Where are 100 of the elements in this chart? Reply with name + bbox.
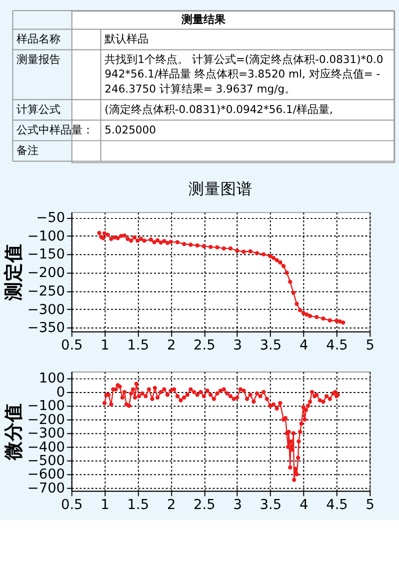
point (268, 254, 272, 258)
y-tick-label: −500 (27, 453, 66, 470)
point (284, 270, 289, 275)
point (278, 260, 282, 264)
x-tick-label: 2 (166, 337, 176, 354)
point (274, 258, 279, 262)
point (152, 240, 156, 244)
x-tick-label: 4.5 (326, 496, 348, 513)
point (301, 310, 306, 316)
x-tick-label: 3.5 (260, 496, 282, 513)
point (208, 244, 213, 250)
y-tick-label: −700 (27, 480, 66, 496)
text: 默认样品 (104, 32, 149, 46)
x-tick-label: 4.5 (326, 337, 348, 354)
point (128, 238, 134, 243)
point (334, 318, 339, 323)
point (188, 242, 193, 247)
point (165, 240, 170, 245)
x-tick-label: 0.5 (60, 337, 83, 354)
point (126, 236, 130, 241)
point (122, 234, 126, 238)
point (158, 240, 163, 245)
point (162, 239, 166, 244)
point (271, 256, 276, 260)
x-tick-label: 0.5 (60, 496, 83, 513)
text: 测量结果 (180, 12, 226, 26)
y-tick-label: −150 (27, 246, 66, 263)
point (138, 236, 144, 241)
point (321, 316, 326, 321)
y-tick-label: −50 (36, 210, 66, 226)
y-tick-label: −200 (27, 412, 66, 428)
point (168, 240, 173, 244)
y-tick-label: −250 (27, 283, 66, 300)
point (106, 232, 110, 237)
point (294, 302, 299, 306)
point (132, 235, 136, 240)
x-tick-label: 4 (300, 337, 308, 354)
x-tick-label: 1.5 (127, 496, 150, 513)
x-tick-label: 1 (100, 337, 110, 354)
y-tick-label: −600 (27, 466, 66, 483)
text: 公式中样品量： (16, 123, 94, 136)
y-tick-label: −100 (27, 228, 66, 244)
point (109, 236, 114, 241)
text: 5.025000 (104, 123, 156, 136)
point (262, 252, 266, 256)
text: 测量报告 (16, 52, 61, 66)
point (288, 280, 292, 284)
point (298, 308, 302, 312)
point (142, 238, 146, 243)
point (155, 238, 160, 242)
point (235, 248, 240, 253)
point (182, 242, 186, 246)
x-tick-label: 3 (233, 337, 242, 354)
x-tick-label: 2 (166, 496, 176, 513)
x-tick-label: 5 (366, 337, 375, 354)
point (328, 318, 332, 322)
x-tick-label: 3 (233, 496, 242, 513)
point (136, 238, 140, 243)
point (304, 312, 309, 317)
point (314, 315, 319, 320)
point (248, 249, 252, 254)
y-tick-label: −100 (27, 398, 66, 414)
point (291, 290, 296, 295)
point (222, 246, 226, 250)
y-tick-label: 100 (38, 370, 66, 387)
x-tick-label: 3.5 (260, 337, 282, 354)
point (308, 314, 312, 318)
text: 备注 (16, 144, 39, 157)
point (102, 231, 107, 236)
x-tick-label: 1.5 (127, 337, 150, 354)
point (97, 230, 102, 236)
point (116, 236, 120, 240)
point (215, 245, 220, 250)
text: 计算公式 (16, 102, 61, 116)
point (341, 320, 346, 325)
point (175, 240, 180, 244)
y-tick-label: −300 (27, 302, 66, 318)
x-tick-label: 4 (300, 496, 308, 513)
text: (滴定终点体积-0.0831)*0.0942*56.1/样品量, (104, 102, 333, 116)
point (195, 243, 200, 248)
text: 共找到1个终点。 计算公式=(滴定终点体积-0.0831)*0.0942*56.1/样品量 终点体积=3.8520 ml, 对应终点值= -246.3750 计算结果= 3.9637 mg/g。 (104, 52, 384, 96)
x-tick-label: 1 (100, 496, 110, 513)
y-tick-label: −400 (27, 439, 66, 456)
point (242, 250, 246, 254)
y-axis-title: 微分值 (4, 403, 25, 462)
chart-title: 测量图谱 (188, 179, 253, 198)
y-tick-label: 0 (56, 384, 66, 400)
point (281, 264, 286, 268)
y-tick-label: −300 (27, 426, 66, 442)
point (228, 246, 233, 250)
y-tick-label: −350 (27, 320, 66, 336)
point (254, 251, 260, 256)
text: 样品名称 (16, 32, 61, 46)
x-tick-label: 5 (366, 496, 375, 513)
x-tick-label: 2.5 (194, 337, 216, 354)
x-tick-label: 2.5 (194, 496, 216, 513)
y-axis-title: 测定值 (2, 244, 25, 302)
point (148, 238, 154, 242)
y-tick-label: −200 (27, 265, 66, 282)
point (202, 244, 206, 248)
